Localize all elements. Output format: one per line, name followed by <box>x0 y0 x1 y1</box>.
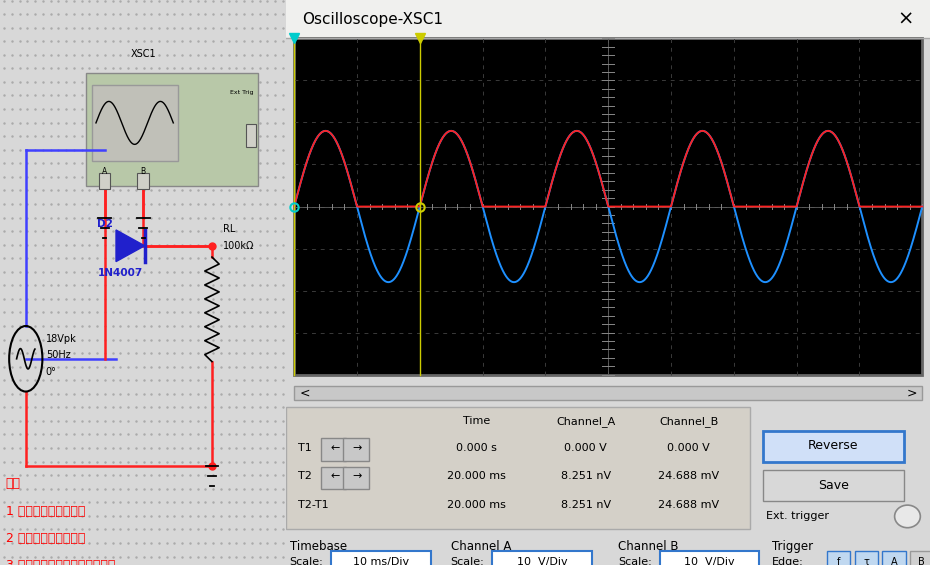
Text: T1: T1 <box>298 443 312 453</box>
Text: 1 绿色为整流前的波形: 1 绿色为整流前的波形 <box>6 505 86 518</box>
Text: Reverse: Reverse <box>808 439 858 453</box>
Text: XSC1: XSC1 <box>130 49 156 59</box>
FancyBboxPatch shape <box>763 470 904 501</box>
Text: 24.688 mV: 24.688 mV <box>658 499 719 510</box>
Text: Ext Trig: Ext Trig <box>230 90 254 95</box>
Text: →: → <box>352 443 362 453</box>
Text: D2: D2 <box>98 219 113 229</box>
Text: 8.251 nV: 8.251 nV <box>561 499 611 510</box>
FancyBboxPatch shape <box>321 467 346 489</box>
FancyBboxPatch shape <box>92 85 178 161</box>
Text: 50Hz: 50Hz <box>46 350 71 360</box>
Text: 3 整流后绿色的负半部分被虑掉: 3 整流后绿色的负半部分被虑掉 <box>6 559 115 565</box>
Text: Edge:: Edge: <box>772 557 804 565</box>
FancyBboxPatch shape <box>883 551 906 565</box>
Text: 0°: 0° <box>46 367 57 377</box>
Text: Oscilloscope-XSC1: Oscilloscope-XSC1 <box>302 12 444 27</box>
Text: ←: ← <box>330 471 339 481</box>
FancyBboxPatch shape <box>286 0 930 38</box>
Text: τ: τ <box>863 557 870 565</box>
Text: Timebase: Timebase <box>289 540 347 553</box>
Circle shape <box>895 505 921 528</box>
FancyBboxPatch shape <box>99 173 111 189</box>
FancyBboxPatch shape <box>343 467 369 489</box>
Text: Channel A: Channel A <box>450 540 511 553</box>
Text: 10  V/Div: 10 V/Div <box>517 557 567 565</box>
Text: 1N4007: 1N4007 <box>98 268 142 279</box>
Text: 18Vpk: 18Vpk <box>46 334 76 344</box>
Text: 0.000 V: 0.000 V <box>565 443 607 453</box>
Text: T2: T2 <box>298 471 312 481</box>
FancyBboxPatch shape <box>855 551 878 565</box>
Text: 0.000 s: 0.000 s <box>456 443 497 453</box>
FancyBboxPatch shape <box>294 38 923 375</box>
Text: 10  V/Div: 10 V/Div <box>684 557 735 565</box>
Text: →: → <box>352 471 362 481</box>
Text: Save: Save <box>818 479 849 492</box>
Text: Channel_B: Channel_B <box>659 416 718 427</box>
Text: 20.000 ms: 20.000 ms <box>446 499 506 510</box>
FancyBboxPatch shape <box>294 386 923 400</box>
Text: 0.000 V: 0.000 V <box>668 443 710 453</box>
Text: T2-T1: T2-T1 <box>298 499 328 510</box>
Text: Ext. trigger: Ext. trigger <box>766 511 829 521</box>
Text: 24.688 mV: 24.688 mV <box>658 471 719 481</box>
Text: Scale:: Scale: <box>618 557 652 565</box>
FancyBboxPatch shape <box>286 407 750 529</box>
Text: 8.251 nV: 8.251 nV <box>561 471 611 481</box>
Text: Channel B: Channel B <box>618 540 678 553</box>
Text: 100kΩ: 100kΩ <box>223 241 255 251</box>
Text: ƒ: ƒ <box>837 557 841 565</box>
Text: ←: ← <box>330 443 339 453</box>
FancyBboxPatch shape <box>331 551 432 565</box>
FancyBboxPatch shape <box>910 551 930 565</box>
Text: A: A <box>102 167 107 176</box>
FancyBboxPatch shape <box>86 73 258 186</box>
Text: Scale:: Scale: <box>450 557 485 565</box>
Text: Channel_A: Channel_A <box>556 416 616 427</box>
Polygon shape <box>116 230 145 262</box>
FancyBboxPatch shape <box>321 438 346 461</box>
Text: 10 ms/Div: 10 ms/Div <box>353 557 409 565</box>
FancyBboxPatch shape <box>763 431 904 462</box>
Text: RL: RL <box>223 224 236 234</box>
FancyBboxPatch shape <box>827 551 850 565</box>
Text: 20.000 ms: 20.000 ms <box>446 471 506 481</box>
Text: B: B <box>918 557 925 565</box>
Text: Scale:: Scale: <box>289 557 324 565</box>
FancyBboxPatch shape <box>138 173 149 189</box>
Text: <: < <box>299 386 310 400</box>
Text: B: B <box>140 167 146 176</box>
FancyBboxPatch shape <box>659 551 760 565</box>
Text: 注：: 注： <box>6 477 20 490</box>
Text: Time: Time <box>462 416 490 427</box>
FancyBboxPatch shape <box>246 124 257 147</box>
FancyBboxPatch shape <box>343 438 369 461</box>
Text: ×: × <box>897 10 914 29</box>
Text: 2 红色为整流后的波形: 2 红色为整流后的波形 <box>6 532 86 545</box>
Text: >: > <box>907 386 917 400</box>
Text: Trigger: Trigger <box>772 540 814 553</box>
FancyBboxPatch shape <box>492 551 592 565</box>
Text: A: A <box>891 557 897 565</box>
